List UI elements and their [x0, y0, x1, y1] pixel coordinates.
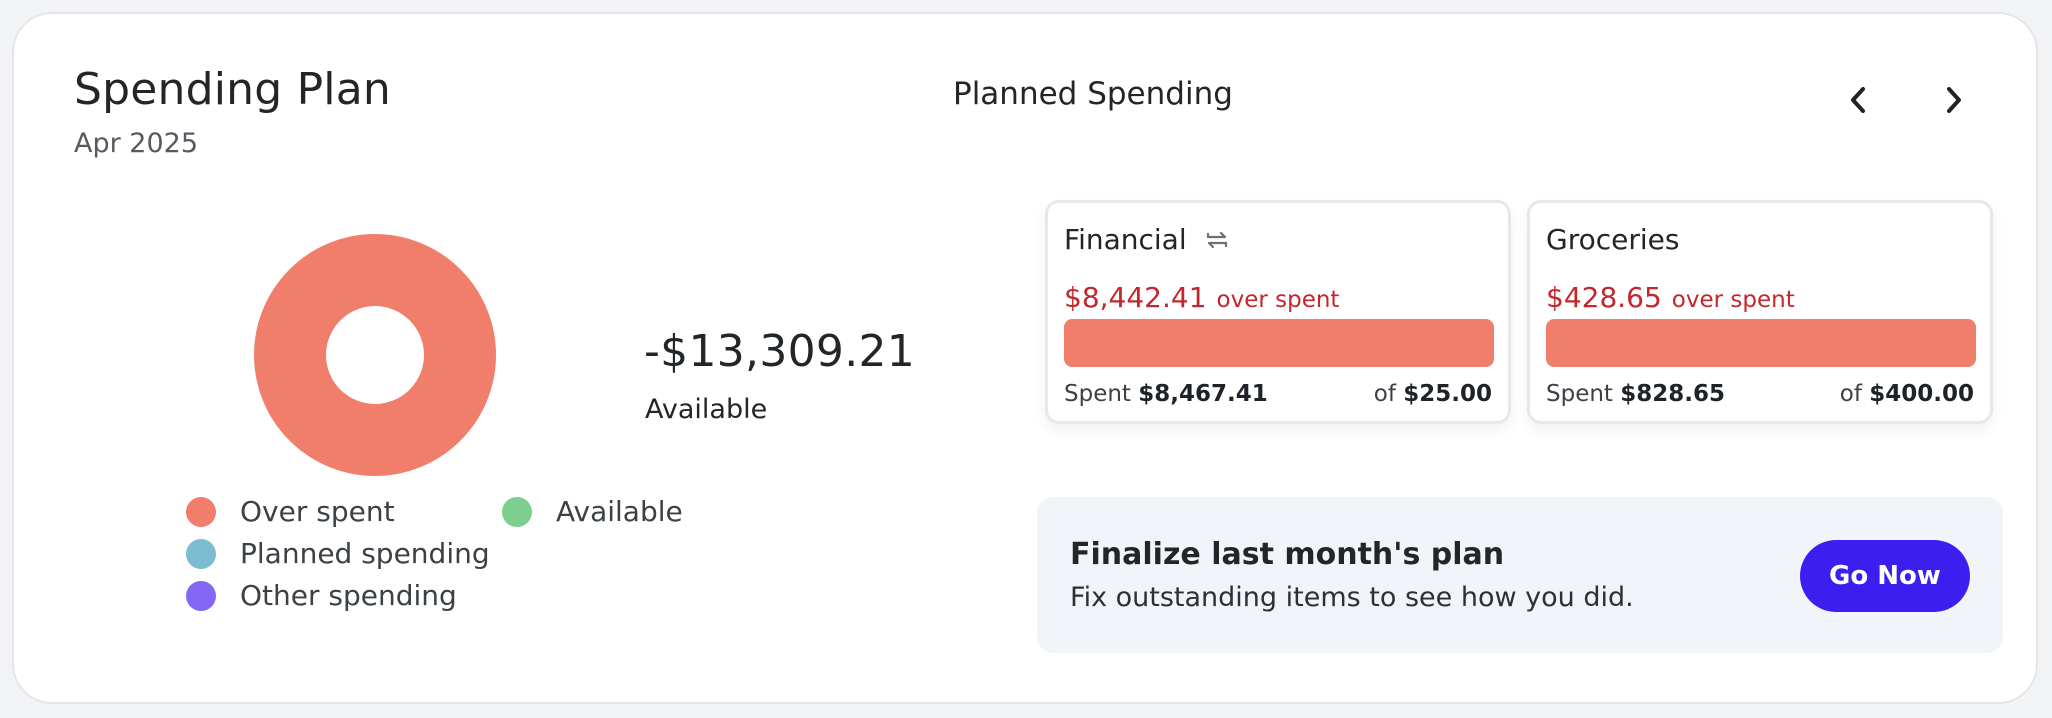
- spent-value: $828.65: [1620, 381, 1726, 407]
- finalize-title: Finalize last month's plan: [1070, 537, 1505, 572]
- progress-bar-fill: [1064, 319, 1494, 367]
- budget-value: $400.00: [1869, 381, 1974, 407]
- spent-value: $8,467.41: [1138, 381, 1268, 407]
- over-spent-text: over spent: [1671, 287, 1795, 313]
- legend-item-over-spent: Over spent: [186, 495, 395, 528]
- available-label: Available: [645, 394, 768, 425]
- plan-name-row: Financial: [1064, 223, 1229, 256]
- plan-card-financial[interactable]: Financial $8,442.41 over spent Spent $8,…: [1045, 200, 1511, 424]
- plan-name: Groceries: [1546, 223, 1680, 256]
- budget-summary: of $25.00: [1374, 381, 1492, 407]
- page-title: Spending Plan: [74, 64, 391, 115]
- legend-item-available: Available: [502, 495, 683, 528]
- plan-footer: Spent $8,467.41 of $25.00: [1064, 381, 1492, 407]
- finalize-banner: Finalize last month's plan Fix outstandi…: [1037, 497, 2003, 653]
- over-spent-amount: $8,442.41: [1064, 281, 1207, 314]
- over-spent-dot: [186, 496, 216, 527]
- next-button[interactable]: [1934, 80, 1974, 120]
- over-spent-amount: $428.65: [1546, 281, 1662, 314]
- of-label: of: [1839, 381, 1862, 407]
- finalize-description: Fix outstanding items to see how you did…: [1070, 582, 1634, 613]
- legend-item-other-spending: Other spending: [186, 579, 457, 612]
- previous-button[interactable]: [1838, 80, 1878, 120]
- over-spent-row: $428.65 over spent: [1546, 281, 1795, 314]
- other-spending-dot: [186, 580, 216, 611]
- legend-label: Available: [556, 495, 683, 528]
- chevron-left-icon: [1851, 87, 1865, 113]
- available-amount: -$13,309.21: [644, 326, 916, 377]
- available-dot: [502, 496, 532, 527]
- plan-name-row: Groceries: [1546, 223, 1679, 256]
- progress-bar: [1064, 319, 1494, 367]
- legend-item-planned-spending: Planned spending: [186, 537, 490, 570]
- progress-bar-fill: [1546, 319, 1976, 367]
- planned-spending-dot: [186, 538, 216, 569]
- budget-summary: of $400.00: [1840, 381, 1974, 407]
- of-label: of: [1373, 381, 1396, 407]
- month-label: Apr 2025: [74, 128, 199, 159]
- over-spent-text: over spent: [1216, 287, 1340, 313]
- legend-label: Other spending: [240, 579, 457, 612]
- spending-plan-card: Spending Plan Apr 2025 Planned Spending …: [12, 12, 2038, 704]
- spent-label: Spent: [1064, 381, 1131, 407]
- budget-value: $25.00: [1403, 381, 1492, 407]
- go-now-button[interactable]: Go Now: [1800, 540, 1970, 612]
- repeat-icon: [1205, 229, 1229, 251]
- plan-footer: Spent $828.65 of $400.00: [1546, 381, 1974, 407]
- spent-summary: Spent $828.65: [1546, 381, 1725, 407]
- legend-label: Planned spending: [240, 537, 490, 570]
- progress-bar: [1546, 319, 1976, 367]
- chevron-right-icon: [1947, 87, 1961, 113]
- plan-card-groceries[interactable]: Groceries $428.65 over spent Spent $828.…: [1527, 200, 1993, 424]
- spending-donut-chart: [254, 234, 496, 476]
- spent-summary: Spent $8,467.41: [1064, 381, 1268, 407]
- over-spent-row: $8,442.41 over spent: [1064, 281, 1339, 314]
- plan-name: Financial: [1064, 223, 1187, 256]
- section-title: Planned Spending: [953, 76, 1233, 112]
- spent-label: Spent: [1546, 381, 1613, 407]
- legend-label: Over spent: [240, 495, 395, 528]
- donut-slice-over-spent: [254, 234, 496, 476]
